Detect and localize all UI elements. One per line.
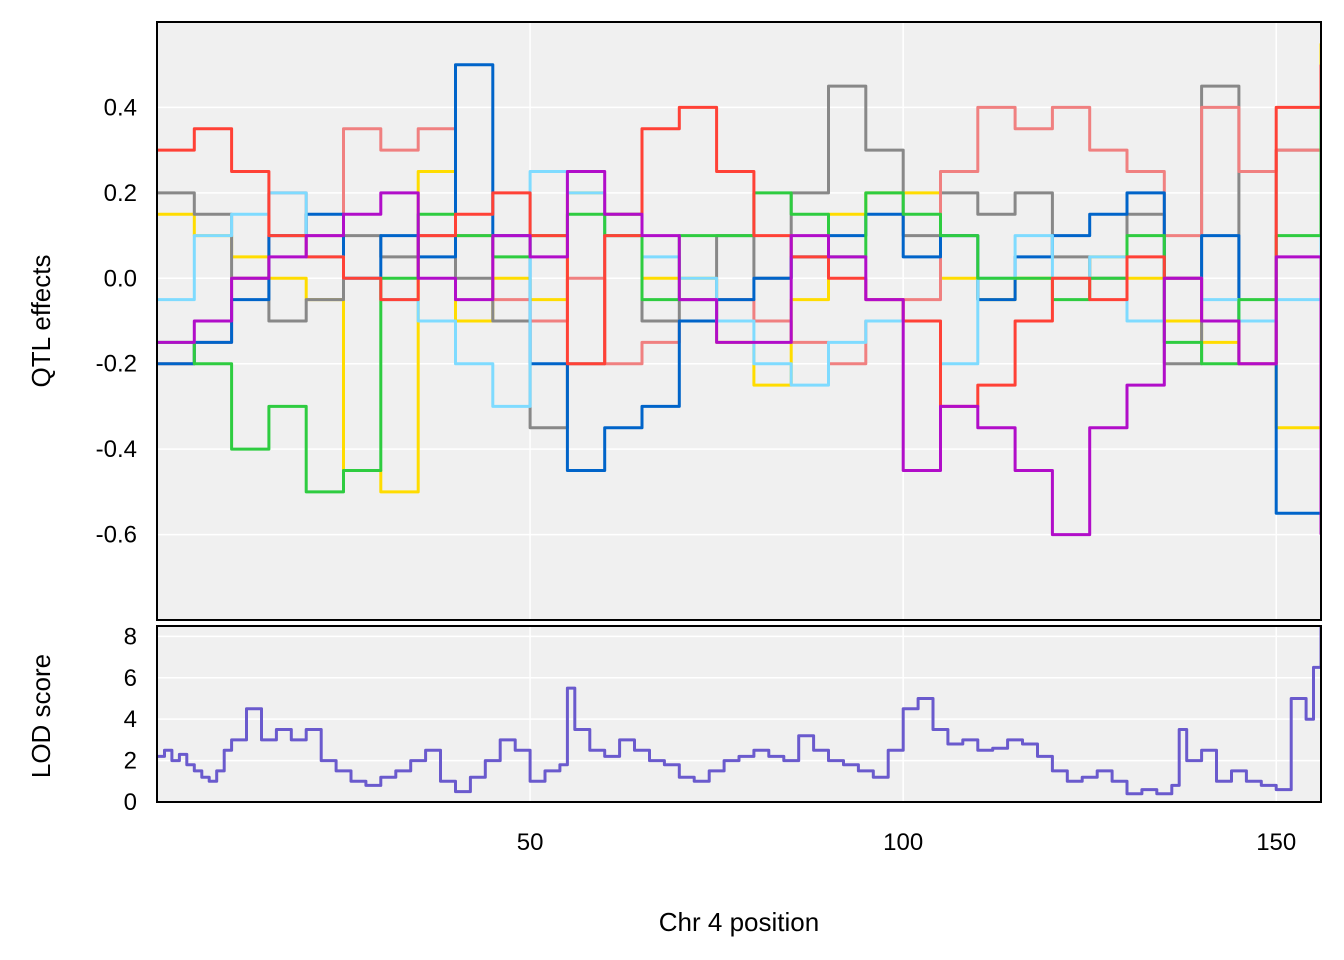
effects-series-lines <box>157 43 1321 537</box>
effects-y-tick-label: -0.4 <box>96 436 137 463</box>
lod-y-tick-label: 4 <box>124 706 137 733</box>
lod-y-tick-label: 0 <box>124 789 137 816</box>
lod-y-tick-label: 8 <box>124 623 137 650</box>
x-axis-title: Chr 4 position <box>659 907 819 937</box>
lod-panel: 0 2 4 6 8 LOD score <box>26 623 1322 816</box>
effects-y-tick-label: 0.2 <box>104 180 137 207</box>
lod-y-tick-label: 6 <box>124 665 137 692</box>
lod-y-tick-labels: 0 2 4 6 8 <box>124 623 137 816</box>
x-tick-label: 150 <box>1256 829 1296 856</box>
lod-panel-background <box>157 626 1321 802</box>
effects-y-tick-label: -0.2 <box>96 351 137 378</box>
lod-series-lines <box>157 626 1321 796</box>
effects-series-line-7 <box>157 64 1321 408</box>
effects-series-line-8 <box>157 170 1321 537</box>
effects-y-tick-label: -0.6 <box>96 522 137 549</box>
lod-panel-frame <box>156 625 1322 803</box>
effects-panel: -0.6 -0.4 -0.2 0.0 0.2 0.4 QTL effects <box>26 21 1322 621</box>
x-tick-label: 50 <box>517 829 544 856</box>
lod-y-axis-title: LOD score <box>26 654 56 778</box>
lod-y-tick-label: 2 <box>124 748 137 775</box>
effects-y-tick-label: 0.4 <box>104 94 137 121</box>
x-tick-labels: 50 100 150 <box>517 829 1297 856</box>
effects-y-axis-title: QTL effects <box>26 255 56 388</box>
lod-series-line-1 <box>157 626 1321 796</box>
effects-y-tick-labels: -0.6 -0.4 -0.2 0.0 0.2 0.4 <box>96 94 137 548</box>
x-tick-label: 100 <box>883 829 923 856</box>
effects-y-tick-label: 0.0 <box>104 265 137 292</box>
effects-panel-frame <box>156 21 1322 621</box>
